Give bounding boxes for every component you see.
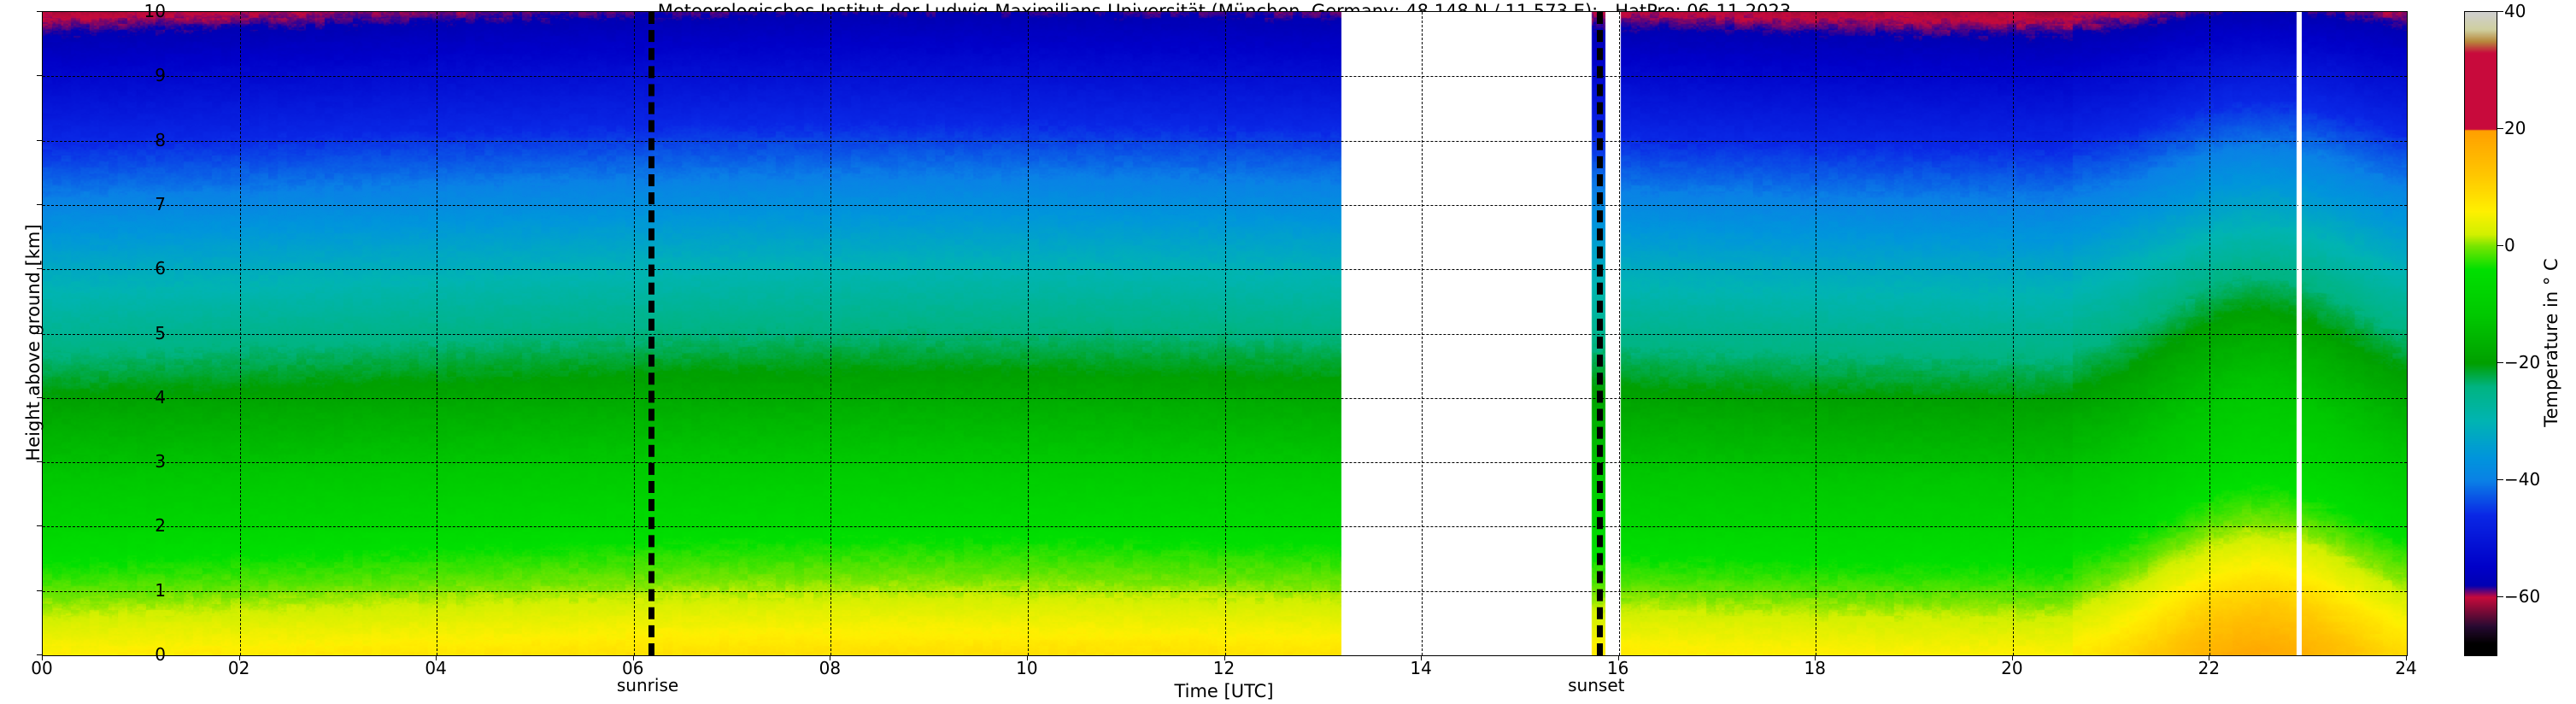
sunrise-label: sunrise [616, 675, 679, 695]
x-tick-label: 06 [622, 658, 644, 678]
x-tick-label: 18 [1804, 658, 1826, 678]
colorbar-tick-label: −60 [2504, 585, 2541, 607]
colorbar-tick-mark [2497, 595, 2503, 597]
gridline-vertical [1224, 12, 1226, 655]
colorbar-tick-label: 40 [2504, 1, 2526, 21]
colorbar-canvas [2465, 12, 2497, 655]
y-tick-label: 1 [155, 579, 166, 601]
sunset-label: sunset [1568, 675, 1625, 695]
x-tick-label: 16 [1606, 658, 1629, 678]
y-axis-label: Height above ground [km] [23, 224, 44, 461]
colorbar-tick-mark [2497, 127, 2503, 129]
y-tick-label: 9 [155, 65, 166, 86]
y-tick-label: 5 [155, 322, 166, 343]
sunrise-line [648, 12, 655, 655]
x-tick-label: 20 [2001, 658, 2023, 678]
x-tick-mark [1815, 655, 1816, 660]
gridline-vertical [1422, 12, 1423, 655]
data-gap-line [2298, 12, 2303, 655]
colorbar-tick-mark [2497, 244, 2503, 246]
colorbar-tick-label: 20 [2504, 117, 2526, 138]
y-tick-label: 8 [155, 129, 166, 150]
x-tick-label: 12 [1212, 658, 1235, 678]
x-tick-mark [1421, 655, 1423, 660]
y-tick-mark [37, 654, 42, 655]
gridline-vertical [830, 12, 832, 655]
y-tick-mark [37, 590, 42, 591]
y-tick-label: 6 [155, 258, 166, 279]
y-tick-mark [37, 461, 42, 463]
gridline-vertical [1618, 12, 1620, 655]
x-tick-label: 24 [2395, 658, 2417, 678]
x-tick-mark [436, 655, 437, 660]
gridline-vertical [2012, 12, 2014, 655]
y-tick-label: 2 [155, 515, 166, 537]
gridline-vertical [633, 12, 635, 655]
x-tick-label: 14 [1410, 658, 1432, 678]
colorbar-tick-label: −40 [2504, 468, 2541, 490]
y-tick-label: 7 [155, 193, 166, 214]
x-tick-label: 00 [31, 658, 53, 678]
colorbar-tick-mark [2497, 11, 2503, 12]
gridline-vertical [1027, 12, 1029, 655]
y-tick-mark [37, 203, 42, 205]
sunset-line [1597, 12, 1604, 655]
y-tick-mark [37, 525, 42, 527]
x-tick-label: 02 [227, 658, 250, 678]
x-tick-mark [1223, 655, 1225, 660]
x-tick-mark [2011, 655, 2013, 660]
colorbar-label: Temperature in ° C [2541, 258, 2561, 427]
colorbar-tick-label: 0 [2504, 234, 2515, 255]
x-tick-mark [632, 655, 634, 660]
x-axis-label: Time [UTC] [1174, 681, 1274, 701]
colorbar [2464, 11, 2497, 656]
x-tick-mark [2406, 655, 2407, 660]
y-tick-mark [37, 332, 42, 334]
x-tick-mark [42, 655, 43, 660]
colorbar-tick-label: −20 [2504, 351, 2541, 373]
colorbar-tick-mark [2497, 478, 2503, 480]
y-tick-label: 10 [144, 1, 166, 21]
y-tick-mark [37, 11, 42, 12]
x-tick-label: 04 [425, 658, 447, 678]
y-tick-label: 4 [155, 386, 166, 408]
y-tick-label: 0 [155, 644, 166, 665]
x-tick-label: 08 [819, 658, 842, 678]
y-tick-mark [37, 139, 42, 141]
gridline-vertical [239, 12, 241, 655]
heatmap-plot-area[interactable] [42, 11, 2408, 656]
colorbar-tick-mark [2497, 361, 2503, 363]
y-tick-mark [37, 75, 42, 77]
y-tick-label: 3 [155, 451, 166, 472]
y-tick-mark [37, 396, 42, 398]
x-tick-mark [1026, 655, 1028, 660]
x-tick-mark [1617, 655, 1619, 660]
x-tick-label: 22 [2198, 658, 2221, 678]
x-tick-mark [238, 655, 240, 660]
gridline-vertical [2209, 12, 2211, 655]
y-tick-mark [37, 268, 42, 270]
x-tick-label: 10 [1016, 658, 1038, 678]
